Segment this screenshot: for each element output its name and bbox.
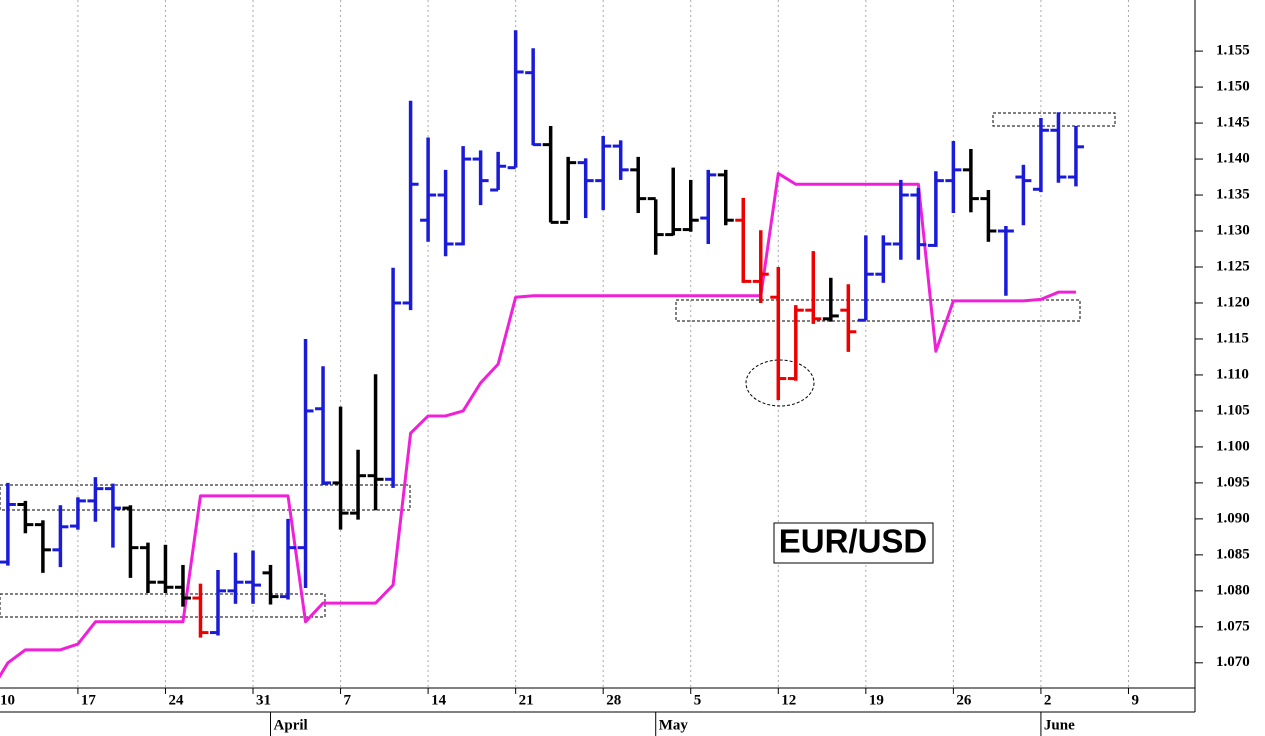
y-tick-label: 1.145 (1216, 115, 1250, 131)
y-tick-label: 1.085 (1216, 546, 1250, 562)
y-tick-label: 1.115 (1216, 330, 1249, 346)
y-tick-label: 1.150 (1216, 79, 1250, 95)
x-tick-label: 5 (694, 692, 702, 708)
range-box (992, 112, 1116, 127)
y-tick-label: 1.070 (1216, 654, 1250, 670)
axes (0, 0, 1203, 736)
y-tick-label: 1.110 (1216, 366, 1249, 382)
stop-line (0, 171, 1076, 679)
y-tick-label: 1.120 (1216, 294, 1250, 310)
plot (0, 30, 1084, 679)
x-tick-label: 7 (344, 692, 352, 708)
title-box (773, 522, 934, 564)
x-tick-label: 28 (606, 692, 621, 708)
x-tick-label: 19 (869, 692, 884, 708)
y-tick-label: 1.130 (1216, 222, 1250, 238)
y-tick-label: 1.135 (1216, 186, 1250, 202)
month-label: June (1044, 717, 1075, 733)
annotations (0, 112, 1116, 618)
x-tick-label: 31 (256, 692, 271, 708)
y-tick-label: 1.095 (1216, 474, 1250, 490)
y-tick-label: 1.075 (1216, 618, 1250, 634)
y-tick-label: 1.080 (1216, 582, 1250, 598)
range-box (675, 299, 1081, 322)
chart-title: EUR/USD (779, 523, 928, 560)
range-box (0, 484, 411, 511)
y-tick-label: 1.155 (1216, 43, 1250, 59)
y-tick-label: 1.100 (1216, 438, 1250, 454)
y-tick-label: 1.090 (1216, 510, 1250, 526)
x-tick-label: 21 (519, 692, 534, 708)
x-tick-label: 10 (0, 692, 15, 708)
x-tick-label: 2 (1044, 692, 1052, 708)
x-tick-label: 12 (781, 692, 796, 708)
x-tick-label: 9 (1131, 692, 1139, 708)
y-tick-label: 1.125 (1216, 258, 1250, 274)
x-tick-label: 14 (431, 692, 447, 708)
x-tick-label: 17 (81, 692, 97, 708)
y-tick-label: 1.105 (1216, 402, 1250, 418)
x-tick-label: 26 (956, 692, 972, 708)
x-tick-label: 24 (168, 692, 184, 708)
month-label: May (659, 717, 689, 733)
month-label: April (274, 717, 308, 733)
range-box (0, 593, 326, 618)
y-tick-label: 1.140 (1216, 150, 1250, 166)
